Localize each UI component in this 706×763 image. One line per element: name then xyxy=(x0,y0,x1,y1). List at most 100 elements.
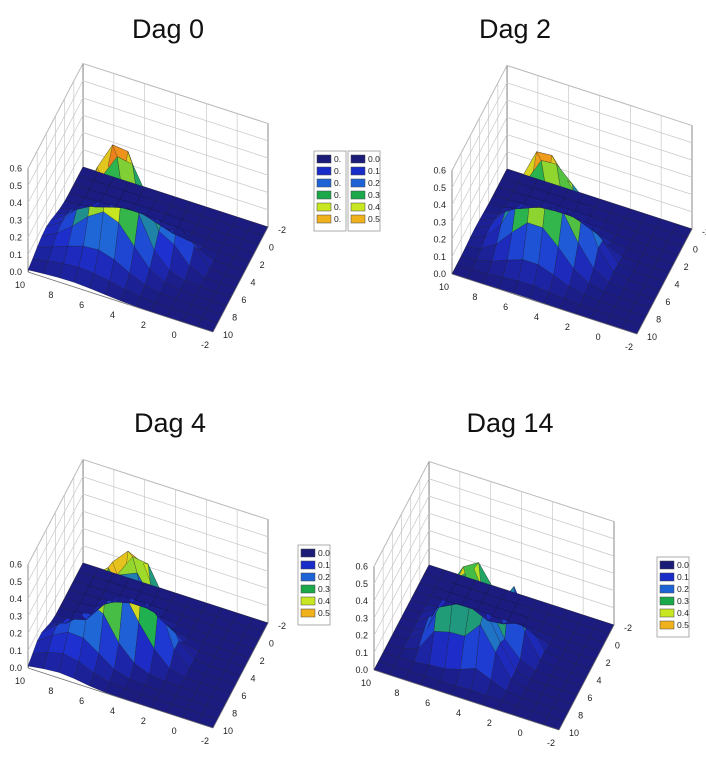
z-tick-label: 0.5 xyxy=(355,579,368,589)
y-tick-label: 4 xyxy=(251,278,256,288)
z-tick-label: 0.5 xyxy=(9,577,22,587)
x-tick-label: 8 xyxy=(472,292,477,302)
legend-label: 0.5 xyxy=(368,214,380,224)
legend-swatch xyxy=(316,154,332,164)
legend-swatch xyxy=(316,166,332,176)
panel-dag-14: 0.00.10.20.30.40.50.61086420-2-20246810D… xyxy=(355,408,690,748)
y-tick-label: 8 xyxy=(578,711,583,721)
x-tick-label: -2 xyxy=(201,736,209,746)
x-tick-label: 0 xyxy=(172,726,177,736)
y-tick-label: 8 xyxy=(232,709,237,719)
chart-title: Dag 4 xyxy=(134,408,206,438)
y-tick-label: 4 xyxy=(597,676,602,686)
y-tick-label: 0 xyxy=(615,641,620,651)
x-axis-line xyxy=(373,669,560,731)
legend-label: 0.2 xyxy=(318,572,330,582)
legend-swatch xyxy=(300,572,316,582)
legend-label: 0. xyxy=(334,190,341,200)
chart-title: Dag 0 xyxy=(132,14,204,44)
legend-label: 0.5 xyxy=(677,620,689,630)
legend-label: 0.2 xyxy=(677,584,689,594)
legend-swatch xyxy=(659,620,675,630)
x-tick-label: 0 xyxy=(172,330,177,340)
legend-swatch xyxy=(300,548,316,558)
y-tick-label: 2 xyxy=(260,656,265,666)
y-axis-line xyxy=(636,228,693,335)
legend-swatch xyxy=(300,608,316,618)
x-tick-label: -2 xyxy=(201,340,209,350)
x-tick-label: 2 xyxy=(141,320,146,330)
x-tick-label: 0 xyxy=(596,332,601,342)
z-tick-label: 0.6 xyxy=(9,560,22,570)
x-axis-line xyxy=(451,273,638,335)
y-tick-label: -2 xyxy=(624,623,632,633)
y-tick-label: 2 xyxy=(684,262,689,272)
z-tick-label: 0.2 xyxy=(433,235,446,245)
z-tick-label: 0.0 xyxy=(9,267,22,277)
z-tick-label: 0.1 xyxy=(433,252,446,262)
legend-label: 0.4 xyxy=(677,608,689,618)
z-tick-label: 0.5 xyxy=(9,181,22,191)
legend-label: 0.1 xyxy=(318,560,330,570)
x-axis-line xyxy=(27,667,214,729)
z-tick-label: 0.3 xyxy=(355,613,368,623)
z-tick-label: 0.1 xyxy=(9,250,22,260)
legend-swatch xyxy=(659,584,675,594)
legend-label: 0.0 xyxy=(318,548,330,558)
legend-swatch xyxy=(659,560,675,570)
z-tick-label: 0.4 xyxy=(433,200,446,210)
y-tick-label: 0 xyxy=(693,245,698,255)
z-tick-label: 0.1 xyxy=(9,646,22,656)
y-tick-label: -2 xyxy=(702,227,706,237)
legend-swatch xyxy=(300,584,316,594)
legend-label: 0.4 xyxy=(318,596,330,606)
z-tick-label: 0.3 xyxy=(9,611,22,621)
legend-swatch xyxy=(316,202,332,212)
x-tick-label: 10 xyxy=(15,280,25,290)
z-tick-label: 0.4 xyxy=(9,594,22,604)
x-tick-label: 0 xyxy=(518,728,523,738)
legend-swatch xyxy=(659,572,675,582)
x-tick-label: 2 xyxy=(141,716,146,726)
legend-swatch xyxy=(316,214,332,224)
z-tick-label: 0.3 xyxy=(9,215,22,225)
legend-label: 0.3 xyxy=(368,190,380,200)
z-tick-label: 0.1 xyxy=(355,648,368,658)
y-tick-label: 8 xyxy=(232,313,237,323)
x-tick-label: -2 xyxy=(625,342,633,352)
y-axis-line xyxy=(212,226,269,333)
legend-label: 0.4 xyxy=(368,202,380,212)
legend-swatch xyxy=(350,154,366,164)
x-tick-label: 2 xyxy=(487,718,492,728)
legend-label: 0.3 xyxy=(318,584,330,594)
z-tick-label: 0.3 xyxy=(433,217,446,227)
legend-label: 0. xyxy=(334,178,341,188)
legend-label: 0.5 xyxy=(318,608,330,618)
y-tick-label: 8 xyxy=(656,315,661,325)
legend-swatch xyxy=(316,190,332,200)
y-tick-label: -2 xyxy=(278,621,286,631)
legend-label: 0. xyxy=(334,154,341,164)
z-tick-label: 0.5 xyxy=(433,183,446,193)
legend-label: 0.0 xyxy=(368,154,380,164)
z-tick-label: 0.4 xyxy=(355,596,368,606)
x-tick-label: 4 xyxy=(456,708,461,718)
legend-swatch xyxy=(350,178,366,188)
chart-title: Dag 2 xyxy=(479,14,551,44)
y-tick-label: 10 xyxy=(223,726,233,736)
y-tick-label: 10 xyxy=(569,728,579,738)
y-tick-label: 2 xyxy=(606,658,611,668)
x-tick-label: 10 xyxy=(361,678,371,688)
legend-label: 0.1 xyxy=(677,572,689,582)
legend-swatch xyxy=(350,202,366,212)
legend-swatch xyxy=(350,166,366,176)
z-tick-label: 0.4 xyxy=(9,198,22,208)
y-axis-line xyxy=(212,622,269,729)
legend-swatch xyxy=(316,178,332,188)
legend-swatch xyxy=(300,560,316,570)
x-tick-label: 4 xyxy=(110,706,115,716)
legend-label: 0.1 xyxy=(368,166,380,176)
x-tick-label: 6 xyxy=(425,698,430,708)
y-tick-label: 6 xyxy=(587,693,592,703)
